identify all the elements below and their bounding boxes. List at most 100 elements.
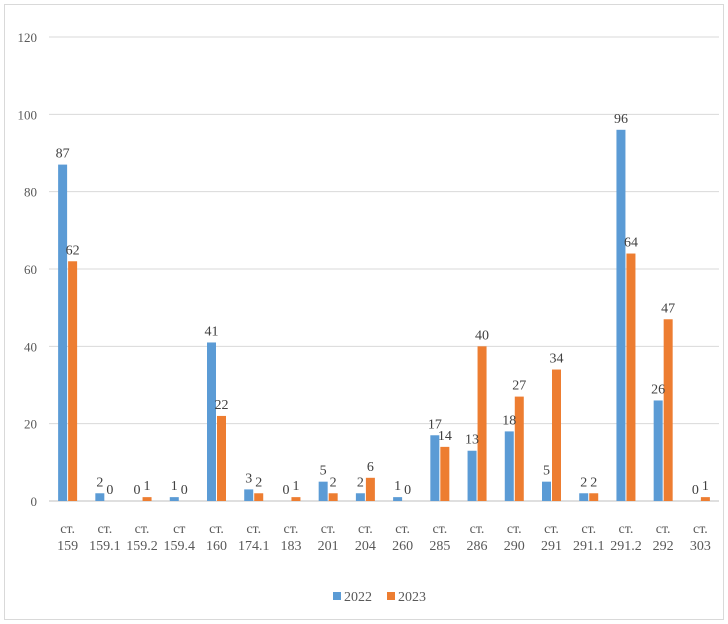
- category-label-line: ст.: [209, 522, 224, 537]
- category-label-line: 159: [57, 539, 78, 554]
- y-tick-label: 120: [18, 30, 38, 45]
- category-label-line: ст.: [693, 522, 708, 537]
- data-label-2023-11: 40: [475, 328, 489, 343]
- bar-2023-12: [514, 396, 524, 501]
- bar-2023-10: [440, 446, 450, 501]
- category-label-line: 285: [429, 539, 450, 554]
- y-tick-label: 60: [24, 262, 37, 277]
- legend: 2022 2023: [333, 590, 426, 605]
- data-label-2023-1: 0: [106, 483, 113, 498]
- bar-2023-17: [700, 497, 710, 501]
- category-label: ст. 285: [429, 522, 450, 554]
- category-label: ст. 183: [280, 522, 301, 554]
- bar-2023-8: [365, 477, 375, 501]
- data-label-2023-9: 0: [404, 483, 411, 498]
- data-label-2022-6: 0: [282, 483, 289, 498]
- data-label-2023-17: 1: [702, 479, 709, 494]
- bar-2023-14: [589, 493, 599, 501]
- category-label-line: 159.4: [164, 539, 196, 554]
- bar-2022-14: [579, 493, 589, 501]
- data-label-2022-5: 3: [245, 471, 252, 486]
- data-label-2022-17: 0: [692, 483, 699, 498]
- category-label: ст. 292: [653, 522, 674, 554]
- data-label-2023-13: 34: [550, 352, 564, 367]
- category-label-line: 183: [280, 539, 301, 554]
- category-label-line: 291.1: [573, 539, 605, 554]
- category-label-line: 291.2: [610, 539, 642, 554]
- category-label: ст. 159.1: [89, 522, 121, 554]
- data-label-2023-12: 27: [512, 379, 526, 394]
- data-label-2022-16: 26: [651, 382, 665, 397]
- bar-2022-15: [616, 129, 626, 502]
- y-tick-label: 80: [24, 185, 37, 200]
- category-label: ст. 286: [467, 522, 488, 554]
- category-label-line: ст.: [507, 522, 522, 537]
- bar-2022-4: [207, 342, 216, 501]
- data-label-2023-14: 2: [590, 475, 597, 490]
- legend-swatch-2023: [387, 592, 395, 600]
- category-label-line: ст.: [432, 522, 447, 537]
- data-label-2022-7: 5: [320, 464, 327, 479]
- data-label-2022-13: 5: [543, 464, 550, 479]
- category-label-line: 303: [690, 539, 711, 554]
- data-label-2023-6: 1: [292, 479, 299, 494]
- data-label-2023-7: 2: [330, 475, 337, 490]
- bar-2023-2: [142, 497, 152, 501]
- data-label-2022-8: 2: [357, 475, 364, 490]
- category-label-line: ст.: [321, 522, 336, 537]
- category-label-line: ст.: [246, 522, 261, 537]
- chart-frame: 0 20 40 60 80 100 120 87 2 0 1 41 3 0 5 2 1 17 13 18 5 2 96 26…: [4, 4, 724, 620]
- category-label: ст. 260: [392, 522, 413, 554]
- bar-2022-8: [355, 493, 365, 501]
- data-label-2022-14: 2: [580, 475, 587, 490]
- bars: [58, 129, 710, 502]
- data-label-2023-16: 47: [661, 301, 675, 316]
- data-label-2023-3: 0: [181, 483, 188, 498]
- category-label: ст. 291.2: [610, 522, 642, 554]
- data-label-2022-1: 2: [96, 475, 103, 490]
- data-label-2022-12: 18: [502, 413, 516, 428]
- category-label: ст. 290: [504, 522, 525, 554]
- bar-2023-6: [291, 497, 301, 501]
- data-label-2022-10: 17: [428, 417, 442, 432]
- data-label-2023-4: 22: [215, 398, 229, 413]
- bar-2023-5: [254, 493, 264, 501]
- category-label-line: 292: [653, 539, 674, 554]
- category-label-line: ст.: [581, 522, 596, 537]
- category-label: ст. 204: [355, 522, 376, 554]
- data-label-2023-0: 62: [66, 243, 80, 258]
- category-label-line: 260: [392, 539, 413, 554]
- data-label-2023-2: 1: [144, 479, 151, 494]
- category-label-line: ст.: [60, 522, 75, 537]
- category-label-line: 291: [541, 539, 562, 554]
- category-label: ст. 160: [206, 522, 227, 554]
- category-label-line: ст.: [97, 522, 112, 537]
- data-label-2023-10: 14: [438, 429, 452, 444]
- category-label: ст. 159.2: [126, 522, 158, 554]
- legend-label-2022: 2022: [344, 590, 372, 605]
- category-label-line: ст.: [284, 522, 299, 537]
- category-label-line: 290: [504, 539, 525, 554]
- category-label: ст. 201: [318, 522, 339, 554]
- legend-swatch-2022: [333, 592, 341, 600]
- category-label: ст. 291: [541, 522, 562, 554]
- bar-2023-11: [477, 346, 487, 501]
- category-label-line: ст.: [619, 522, 634, 537]
- data-label-2022-9: 1: [394, 479, 401, 494]
- bar-2022-3: [169, 497, 179, 501]
- category-label-line: ст.: [395, 522, 410, 537]
- bar-2022-7: [318, 481, 328, 501]
- category-label-line: ст.: [358, 522, 373, 537]
- category-label-line: 159.2: [126, 539, 158, 554]
- data-label-2022-4: 41: [205, 324, 219, 339]
- data-label-2023-15: 64: [624, 236, 638, 251]
- bar-2022-12: [504, 431, 514, 501]
- category-label: ст. 303: [690, 522, 711, 554]
- bar-2022-1: [95, 493, 105, 501]
- category-label-line: 174.1: [238, 539, 270, 554]
- y-tick-label: 0: [31, 494, 38, 509]
- y-axis-ticks: 0 20 40 60 80 100 120: [18, 30, 38, 509]
- category-label-line: ст.: [135, 522, 150, 537]
